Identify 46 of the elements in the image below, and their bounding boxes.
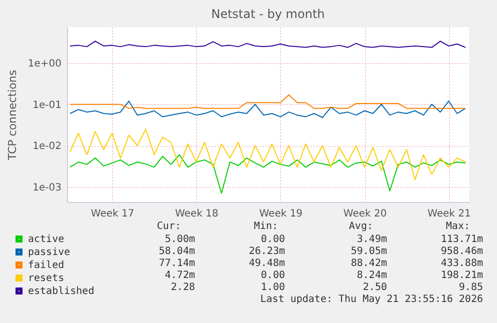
legend-label: resets <box>28 273 64 284</box>
text: 433.88m <box>440 258 483 270</box>
text: 4.72m <box>164 270 195 282</box>
text: Avg: <box>348 221 373 233</box>
text: 3.49m <box>356 234 387 246</box>
text: 49.48m <box>248 258 285 270</box>
text: 58.04m <box>158 246 195 258</box>
x-tick-label: Week 21 <box>428 208 471 220</box>
x-tick-label: Week 20 <box>343 208 387 220</box>
x-tick-label: Week 19 <box>259 208 303 220</box>
text: Last update: Thu May 21 23:55:16 2026 <box>260 294 483 306</box>
text: 9.85 <box>458 282 483 294</box>
text: 2.28 <box>170 282 195 294</box>
y-tick-label: 1e-01 <box>32 100 62 111</box>
y-tick-label: 1e-03 <box>32 182 62 194</box>
line-series <box>70 94 466 109</box>
text: Cur: <box>156 221 181 233</box>
text: 2.50 <box>362 282 387 294</box>
legend-label: failed <box>28 260 64 271</box>
y-tick-label: 1e-02 <box>32 141 62 152</box>
text: 8.24m <box>356 270 387 282</box>
line-series <box>70 154 466 194</box>
text: 59.05m <box>350 246 387 258</box>
text: 88.42m <box>350 258 387 270</box>
x-tick-label: Week 17 <box>90 208 134 220</box>
legend-label: active <box>28 234 64 245</box>
text: 0.00 <box>260 234 285 246</box>
text: 0.00 <box>260 270 285 282</box>
legend-label: passive <box>28 247 70 258</box>
y-axis-title: TCP connections <box>6 70 19 162</box>
chart-title: Netstat - by month <box>211 7 325 21</box>
text: 77.14m <box>158 258 195 270</box>
text: 5.00m <box>164 234 195 246</box>
text: 26.23m <box>248 246 285 258</box>
line-series <box>70 40 466 48</box>
text: 1.00 <box>260 282 285 294</box>
legend-label: established <box>28 286 94 297</box>
text: Min: <box>254 221 278 233</box>
line-series <box>70 100 466 118</box>
text: Max: <box>446 221 470 233</box>
text: 198.21m <box>440 270 483 282</box>
text: 113.71m <box>440 234 483 246</box>
y-tick-label: 1e+00 <box>28 58 62 70</box>
x-tick-label: Week 18 <box>175 208 218 220</box>
line-series <box>70 128 466 180</box>
text: 958.46m <box>440 246 483 258</box>
